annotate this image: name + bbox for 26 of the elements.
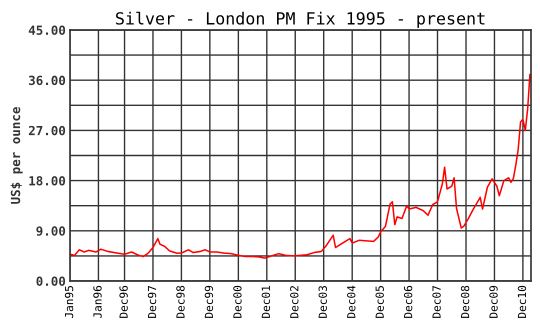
x-tick-label: Dec04 bbox=[347, 286, 356, 318]
x-tick-label: Dec99 bbox=[204, 286, 214, 318]
y-tick-label: 18.00 bbox=[29, 176, 66, 186]
x-tick-label: Dec02 bbox=[290, 286, 298, 318]
y-tick-label: 0.00 bbox=[36, 276, 66, 286]
x-tick-label: Dec05 bbox=[375, 286, 384, 318]
x-tick-label: Dec08 bbox=[460, 286, 470, 318]
x-tick-label: Dec03 bbox=[318, 286, 327, 318]
x-tick-label: Jan96 bbox=[93, 286, 102, 318]
x-tick-label: Dec00 bbox=[233, 286, 242, 318]
x-tick-label: Dec96 bbox=[119, 286, 128, 318]
x-tick-label: Dec06 bbox=[404, 286, 412, 318]
x-tick-label: Dec09 bbox=[489, 286, 498, 318]
y-tick-label: 45.00 bbox=[28, 25, 66, 35]
chart-title: Silver - London PM Fix 1995 - present bbox=[116, 12, 485, 28]
x-tick-label: Dec10 bbox=[518, 286, 526, 318]
x-tick-label: Dec97 bbox=[148, 286, 156, 318]
y-tick-label: 9.00 bbox=[36, 226, 66, 236]
x-tick-label: Dec07 bbox=[432, 286, 441, 318]
y-tick-label: 27.00 bbox=[28, 126, 66, 136]
x-tick-label: Dec01 bbox=[262, 286, 270, 318]
y-tick-label: 36.00 bbox=[28, 76, 66, 86]
line-series bbox=[70, 74, 531, 259]
x-tick-label: Jan95 bbox=[64, 286, 74, 318]
x-tick-label: Dec98 bbox=[176, 286, 185, 318]
y-axis-title: US$ per ounce bbox=[10, 107, 23, 204]
